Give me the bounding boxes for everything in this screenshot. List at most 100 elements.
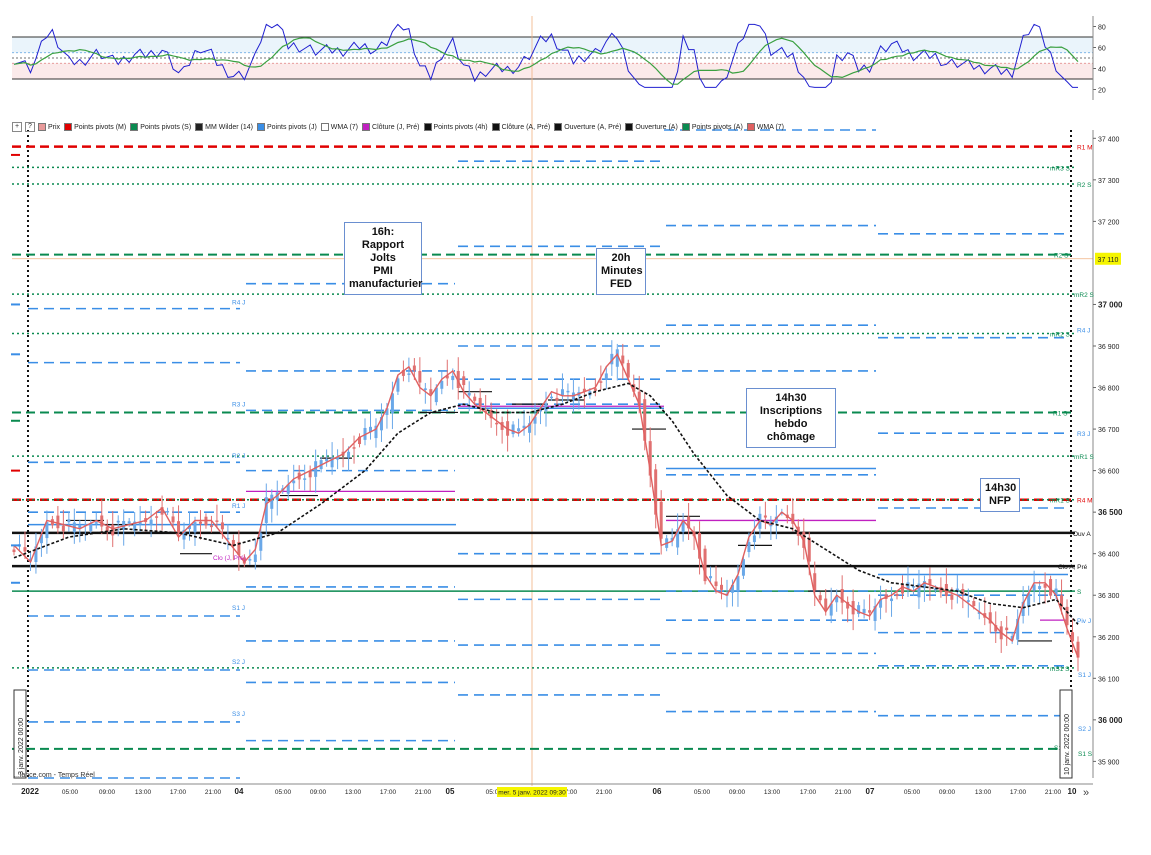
time-tick-label: 17:00 xyxy=(1010,789,1027,796)
legend-item[interactable]: Points pivots (M) xyxy=(64,123,126,131)
candle-body xyxy=(544,403,548,411)
candle-body xyxy=(994,625,998,632)
candle-body xyxy=(94,522,98,524)
settings-icon[interactable]: ? xyxy=(25,122,35,132)
candle-body xyxy=(1032,584,1036,591)
legend-label: WMA (7) xyxy=(330,123,359,131)
price-tick-label: 36 800 xyxy=(1098,386,1120,393)
candle-body xyxy=(933,588,937,591)
candle-body xyxy=(654,469,658,515)
candle-body xyxy=(89,523,93,531)
candle-body xyxy=(56,515,60,529)
candle-body xyxy=(418,370,422,383)
candle-body xyxy=(517,428,521,432)
time-tick-label: 21:00 xyxy=(1045,789,1062,796)
legend-item[interactable]: Points pivots (J) xyxy=(257,123,317,131)
price-tick-label: 36 600 xyxy=(1098,469,1120,476)
annotation-jolts: 16h: Rapport Jolts PMI manufacturier xyxy=(344,222,422,295)
candle-body xyxy=(500,422,504,430)
candle-body xyxy=(895,593,899,597)
time-tick-label: 09:00 xyxy=(939,789,956,796)
legend-label: Clôture (J, Pré) xyxy=(372,123,420,131)
candle-body xyxy=(286,484,290,494)
level-label-left: S1 J xyxy=(232,605,245,612)
legend-item[interactable]: Prix xyxy=(38,123,60,131)
legend-item[interactable]: Ouverture (A, Pré) xyxy=(554,123,621,131)
level-label-right: S1 xyxy=(1054,745,1062,752)
candle-body xyxy=(352,447,356,449)
osc-tick-label: 40 xyxy=(1098,67,1106,74)
time-tick-label: 17:00 xyxy=(561,789,578,796)
time-tick-label: 05:00 xyxy=(694,789,711,796)
candle-body xyxy=(714,581,718,587)
candle-body xyxy=(511,424,515,435)
legend-swatch xyxy=(130,123,139,131)
candle-body xyxy=(34,546,38,562)
last-price-label: 37 110 xyxy=(1098,257,1119,264)
legend-item[interactable]: Points pivots (A) xyxy=(681,123,743,131)
candle-body xyxy=(489,409,493,419)
candle-body xyxy=(648,441,652,476)
level-label-right: S xyxy=(1077,589,1082,596)
price-tick-label: 36 000 xyxy=(1098,716,1123,725)
candle-body xyxy=(747,542,751,553)
price-tick-label: 36 300 xyxy=(1098,593,1120,600)
legend-label: WMA (7) xyxy=(756,123,785,131)
candle-body xyxy=(621,355,625,364)
candle-body xyxy=(259,533,263,551)
legend-item[interactable]: Clôture (J, Pré) xyxy=(362,123,420,131)
legend-label: Prix xyxy=(48,123,61,131)
level-label-left: Clo (J, Pré) xyxy=(213,555,246,562)
legend-item[interactable]: WMA (7) xyxy=(746,123,785,131)
candle-body xyxy=(1054,588,1058,594)
legend-item[interactable]: Ouverture (A) xyxy=(625,123,678,131)
price-tick-label: 36 500 xyxy=(1098,508,1123,517)
legend-item[interactable]: Points pivots (S) xyxy=(130,123,191,131)
candle-body xyxy=(637,391,641,406)
candle-body xyxy=(1043,584,1047,588)
candle-body xyxy=(100,515,104,527)
legend-item[interactable]: Clôture (A, Pré) xyxy=(491,123,550,131)
candle-body xyxy=(720,584,724,590)
candle-body xyxy=(846,601,850,609)
legend-swatch xyxy=(38,123,46,131)
legend-item[interactable]: Points pivots (4h) xyxy=(423,123,488,131)
legend-label: Ouverture (A) xyxy=(635,123,678,131)
level-label-right: R1 M xyxy=(1077,145,1093,152)
candle-body xyxy=(193,522,197,533)
legend-item[interactable]: WMA (7) xyxy=(320,123,359,131)
candle-body xyxy=(358,436,362,445)
price-tick-label: 36 400 xyxy=(1098,552,1120,559)
vertical-date-box xyxy=(13,689,27,779)
level-label-left: R2 J xyxy=(232,453,245,460)
osc-tick-label: 20 xyxy=(1098,88,1106,95)
time-tick-label: 05:0 xyxy=(486,789,499,796)
candle-body xyxy=(533,416,537,424)
time-tick-label: 13:00 xyxy=(764,789,781,796)
candle-body xyxy=(111,524,115,536)
osc-tick-label: 80 xyxy=(1098,25,1106,32)
candle-body xyxy=(900,584,904,594)
expand-icon[interactable]: » xyxy=(1083,787,1090,799)
candle-body xyxy=(879,599,883,608)
candle-body xyxy=(709,576,713,579)
legend-label: Points pivots (4h) xyxy=(433,123,488,131)
candle-body xyxy=(752,535,756,543)
vertical-date-left: 3 janv. 2022 00:00 xyxy=(18,718,25,775)
annotation-fed: 20h Minutes FED xyxy=(596,248,646,295)
add-indicator-button[interactable]: + xyxy=(12,122,22,132)
legend-item[interactable]: MM Wilder (14) xyxy=(195,123,253,131)
level-label-right: R4 J xyxy=(1077,327,1090,334)
legend-label: Points pivots (J) xyxy=(267,123,317,131)
candle-body xyxy=(242,557,246,564)
candle-body xyxy=(670,537,674,541)
legend-label: Ouverture (A, Pré) xyxy=(564,123,622,131)
last-price-badge xyxy=(1095,252,1121,265)
time-tick-label: 21:00 xyxy=(596,789,613,796)
candle-body xyxy=(83,524,87,526)
level-label-left: S2 J xyxy=(232,659,245,666)
candle-body xyxy=(988,612,992,624)
candle-body xyxy=(336,456,340,460)
wilder-ma-line xyxy=(13,382,1079,625)
